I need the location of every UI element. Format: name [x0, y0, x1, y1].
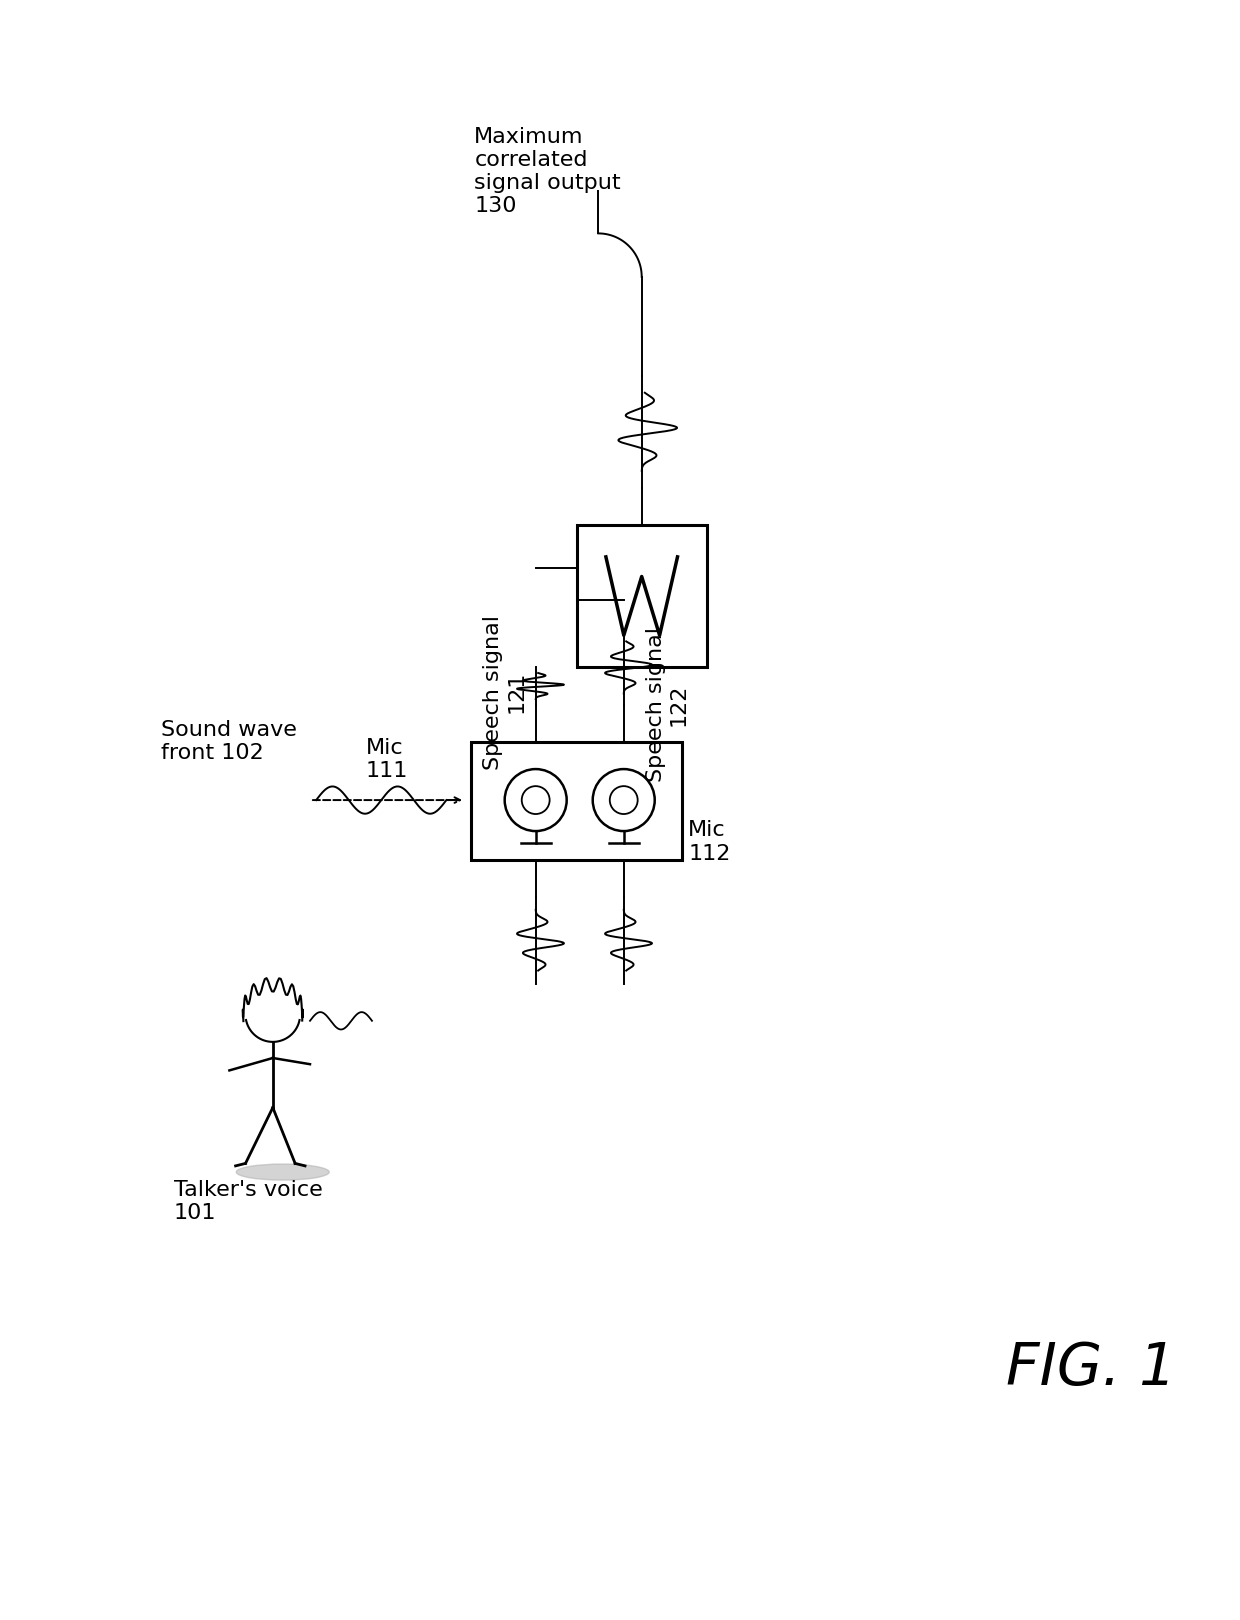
Text: Maximum
correlated
signal output
130: Maximum correlated signal output 130: [475, 126, 621, 215]
Bar: [577, 525, 707, 667]
Text: Mic
111: Mic 111: [366, 737, 408, 781]
Text: Mic
112: Mic 112: [688, 820, 730, 863]
Bar: [471, 742, 682, 860]
Text: Speech signal
121: Speech signal 121: [484, 614, 526, 770]
Text: Talker's voice
101: Talker's voice 101: [174, 1179, 322, 1223]
Ellipse shape: [237, 1165, 330, 1179]
Text: FIG. 1: FIG. 1: [1006, 1340, 1177, 1396]
Text: Speech signal
122: Speech signal 122: [646, 627, 688, 782]
Text: Sound wave
front 102: Sound wave front 102: [161, 719, 298, 763]
